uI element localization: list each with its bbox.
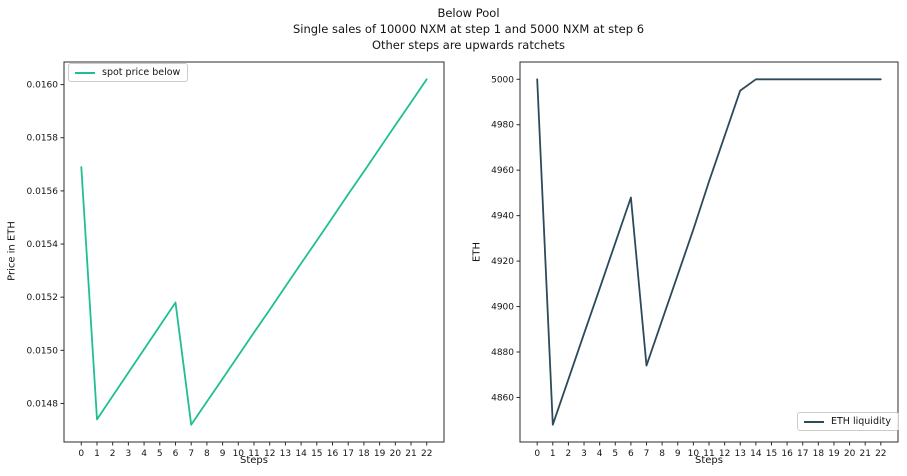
y-tick-label: 0.0154 [27,240,59,250]
x-tick-label: 10 [233,449,245,459]
x-tick-label: 7 [188,449,194,459]
y-tick-label: 4980 [491,121,514,131]
x-tick-label: 8 [659,449,665,459]
x-tick-label: 13 [280,449,291,459]
eth-liquidity-line-swatch [804,420,824,423]
x-tick-label: 21 [405,449,416,459]
x-tick-label: 20 [390,449,402,459]
x-tick-label: 1 [94,449,100,459]
x-tick-label: 18 [813,449,825,459]
y-tick-label: 4880 [491,348,514,358]
series-line-0 [80,78,428,426]
x-tick-label: 20 [844,449,856,459]
x-tick-label: 10 [688,449,700,459]
y-tick-label: 4960 [491,166,514,176]
left-x-axis-label: Steps [240,455,268,466]
y-tick-label: 4900 [491,303,514,313]
x-tick-label: 17 [342,449,353,459]
x-tick-label: 2 [566,449,572,459]
y-tick-label: 4940 [491,212,514,222]
left-legend-label: spot price below [102,67,181,78]
x-tick-label: 2 [110,449,116,459]
right-y-axis-label: ETH [471,242,483,262]
series-line-1 [536,78,882,426]
x-tick-label: 1 [550,449,556,459]
x-tick-label: 16 [327,449,339,459]
x-tick-label: 11 [248,449,259,459]
x-tick-label: 12 [264,449,275,459]
right-legend: ETH liquidity [797,412,899,431]
title-line-3: Other steps are upwards ratchets [371,38,566,52]
x-tick-label: 8 [204,449,210,459]
x-tick-label: 0 [534,449,540,459]
x-tick-label: 19 [828,449,840,459]
x-tick-label: 12 [719,449,730,459]
left-y-axis-label: Price in ETH [6,221,18,281]
x-tick-label: 3 [126,449,132,459]
x-tick-label: 4 [597,449,603,459]
spot-price-line-swatch [75,71,95,74]
x-tick-label: 22 [421,449,432,459]
y-tick-label: 0.0152 [27,293,59,303]
y-tick-label: 0.0158 [27,134,59,144]
x-tick-label: 6 [173,449,179,459]
x-tick-label: 7 [644,449,650,459]
title-line-2: Single sales of 10000 NXM at step 1 and … [292,22,645,36]
x-tick-label: 16 [781,449,793,459]
y-tick-label: 4860 [491,393,514,403]
x-tick-label: 18 [358,449,370,459]
x-tick-label: 14 [295,449,307,459]
x-tick-label: 9 [675,449,681,459]
y-tick-label: 0.0156 [27,187,59,197]
axes-spines [519,61,899,443]
x-tick-label: 5 [612,449,618,459]
left-legend: spot price below [68,63,189,82]
x-tick-label: 9 [220,449,226,459]
x-tick-label: 4 [141,449,147,459]
x-tick-label: 15 [311,449,322,459]
x-tick-label: 19 [374,449,386,459]
x-tick-label: 13 [735,449,746,459]
figure-title: Below Pool Single sales of 10000 NXM at … [15,5,907,53]
x-tick-label: 21 [859,449,870,459]
x-tick-label: 22 [875,449,886,459]
y-tick-label: 0.0150 [27,346,59,356]
x-tick-label: 11 [703,449,714,459]
y-tick-label: 0.0160 [27,81,59,91]
y-tick-label: 4920 [491,257,514,267]
x-tick-label: 17 [797,449,808,459]
y-tick-label: 5000 [491,75,514,85]
title-line-1: Below Pool [437,6,500,20]
x-tick-label: 15 [766,449,777,459]
x-tick-label: 5 [157,449,163,459]
x-tick-label: 14 [750,449,762,459]
right-x-axis-label: Steps [695,455,723,466]
x-tick-label: 0 [78,449,84,459]
x-tick-label: 3 [581,449,587,459]
y-tick-label: 0.0148 [27,399,59,409]
right-legend-label: ETH liquidity [831,416,891,427]
x-tick-label: 6 [628,449,634,459]
